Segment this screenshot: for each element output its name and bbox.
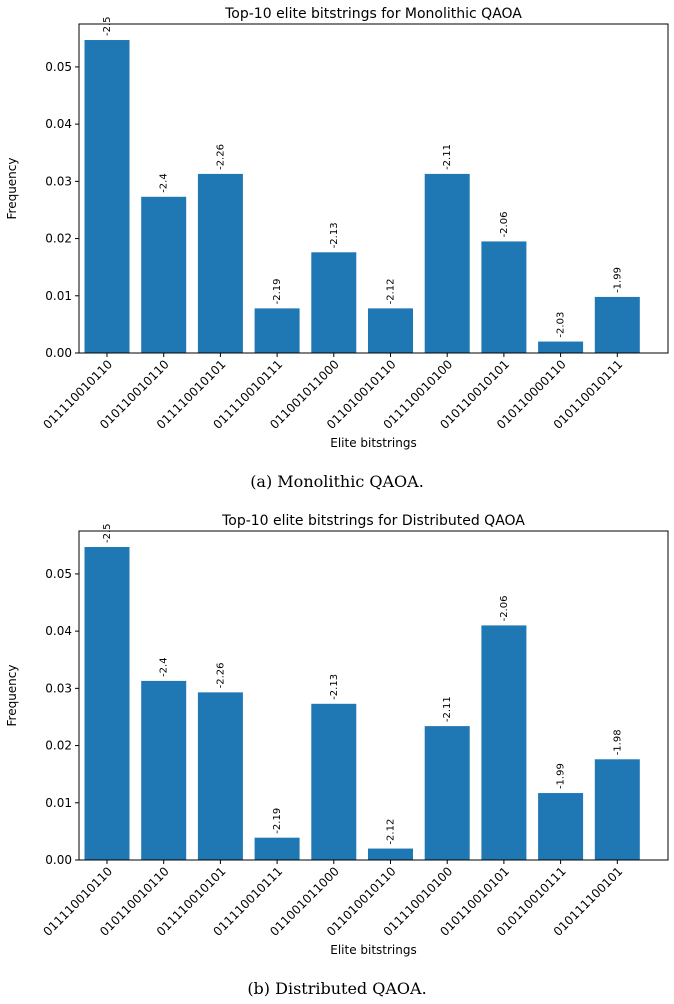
bar-label: -2.5 — [102, 17, 113, 37]
bar — [197, 692, 243, 860]
bar-label: -1.99 — [612, 267, 623, 293]
bar-label: -2.11 — [442, 696, 453, 722]
y-tick-label: 0.01 — [45, 289, 72, 303]
bar — [538, 341, 584, 353]
bar-label: -2.03 — [556, 312, 567, 338]
bar — [594, 759, 640, 860]
y-tick-label: 0.00 — [45, 346, 72, 360]
y-tick-label: 0.04 — [45, 624, 72, 638]
bar — [84, 547, 130, 860]
bar-label: -2.4 — [159, 657, 170, 677]
bar-label: -1.99 — [556, 763, 567, 789]
bar — [538, 793, 584, 860]
y-tick-label: 0.02 — [45, 739, 72, 753]
bar — [594, 296, 640, 353]
y-tick-label: 0.03 — [45, 681, 72, 695]
bar-label: -1.98 — [612, 729, 623, 755]
bar — [424, 726, 470, 860]
bar — [84, 40, 130, 353]
x-axis-label: Elite bitstrings — [330, 436, 417, 450]
bar — [197, 173, 243, 353]
caption: (a) Monolithic QAOA. — [250, 472, 424, 491]
bar-label: -2.12 — [386, 819, 397, 845]
bar — [481, 625, 527, 860]
bar-label: -2.4 — [159, 173, 170, 193]
axes-frame — [78, 23, 669, 354]
bar — [311, 703, 357, 860]
bar-label: -2.13 — [329, 222, 340, 248]
bar-label: -2.26 — [215, 144, 226, 170]
chart-title: Top-10 elite bitstrings for Monolithic Q… — [224, 6, 522, 22]
bar — [424, 173, 470, 353]
bar-label: -2.12 — [386, 278, 397, 304]
y-tick-label: 0.03 — [45, 174, 72, 188]
y-tick-label: 0.05 — [45, 60, 72, 74]
y-tick-label: 0.04 — [45, 117, 72, 131]
bar-label: -2.5 — [102, 524, 113, 544]
bar — [311, 252, 357, 353]
bar-label: -2.13 — [329, 674, 340, 700]
bar-label: -2.06 — [499, 596, 510, 622]
bar — [254, 308, 300, 353]
bar — [141, 196, 187, 353]
bar — [481, 241, 527, 353]
x-axis-label: Elite bitstrings — [330, 943, 417, 957]
y-axis-label: Frequency — [5, 158, 19, 220]
y-tick-label: 0.02 — [45, 232, 72, 246]
y-tick-label: 0.05 — [45, 567, 72, 581]
caption: (b) Distributed QAOA. — [247, 979, 426, 998]
bar-label: -2.26 — [215, 662, 226, 688]
bar-label: -2.19 — [272, 808, 283, 834]
axes-frame — [78, 530, 669, 861]
bar — [141, 680, 187, 860]
y-tick-label: 0.01 — [45, 796, 72, 810]
bar-label: -2.19 — [272, 278, 283, 304]
chart-title: Top-10 elite bitstrings for Distributed … — [221, 513, 525, 529]
bar-label: -2.06 — [499, 212, 510, 238]
bar — [368, 848, 413, 860]
bar — [368, 308, 413, 353]
y-axis-label: Frequency — [5, 665, 19, 727]
y-tick-label: 0.00 — [45, 853, 72, 867]
bar-label: -2.11 — [442, 144, 453, 170]
bar — [254, 837, 300, 860]
